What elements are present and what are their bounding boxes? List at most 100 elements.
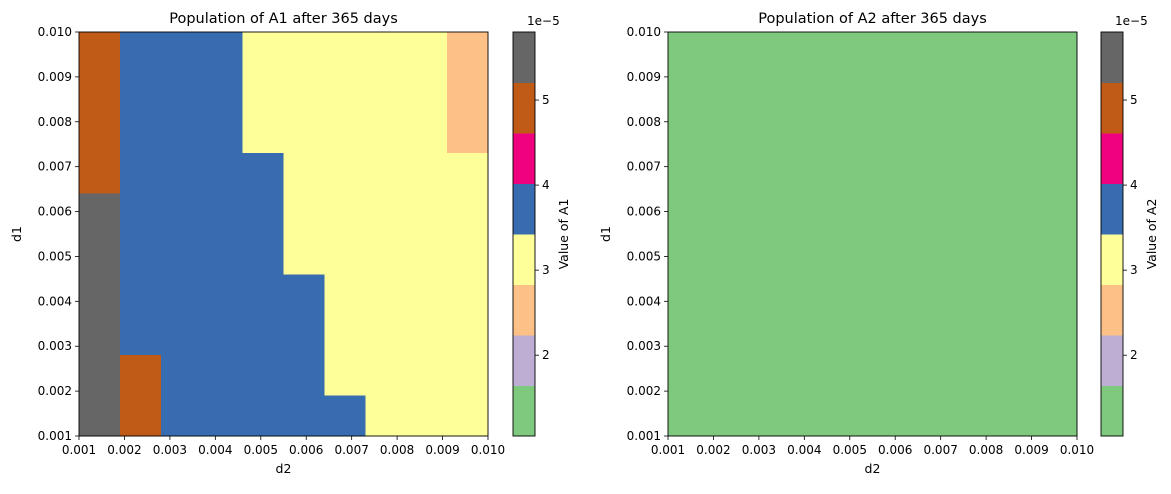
heatmap-cell (406, 355, 448, 397)
heatmap-cell (749, 193, 792, 235)
heatmap-cell (668, 153, 710, 195)
heatmap-cell (708, 395, 751, 437)
heatmap-cell (872, 153, 914, 195)
y-tick-label: 0.009 (627, 70, 661, 84)
heatmap-cell (160, 314, 203, 356)
heatmap-cell (79, 153, 121, 195)
heatmap-cell (995, 72, 1037, 114)
x-tick-label: 0.007 (334, 443, 368, 457)
heatmap-cell (119, 193, 162, 235)
heatmap-cell (406, 32, 448, 73)
heatmap-cell (365, 72, 407, 114)
heatmap-cell (913, 32, 955, 73)
colorbar-segment (513, 234, 535, 286)
heatmap-cell (365, 193, 407, 235)
heatmap-cell (954, 314, 996, 356)
heatmap-cell (749, 314, 792, 356)
heatmap-cell (119, 112, 162, 154)
x-tick-label: 0.002 (696, 443, 730, 457)
x-axis-label: d2 (276, 461, 292, 476)
colorbar-tick-label: 5 (1130, 93, 1138, 107)
heatmap-cell (447, 274, 489, 316)
heatmap-cell (365, 355, 407, 397)
colorbar-tick-label: 2 (542, 348, 550, 362)
x-tick-label: 0.008 (380, 443, 414, 457)
heatmap-cell (668, 72, 710, 114)
heatmap-cell (872, 274, 914, 316)
heatmap-cell (119, 234, 162, 275)
x-tick-label: 0.010 (471, 443, 505, 457)
heatmap-cell (324, 72, 366, 114)
x-tick-label: 0.009 (1014, 443, 1048, 457)
colorbar-frame (1100, 31, 1124, 437)
heatmap-cell (283, 274, 325, 316)
heatmap-cell (283, 193, 325, 235)
heatmap-cell (119, 153, 162, 195)
heatmap-cell (1036, 274, 1078, 316)
y-tick-label: 0.005 (38, 249, 72, 263)
heatmap-cell (749, 355, 792, 397)
heatmap-cell (872, 234, 914, 275)
heatmap-cell (831, 72, 874, 114)
heatmap-cell (668, 193, 710, 235)
heatmap-cell (954, 112, 996, 154)
heatmap-cell (242, 153, 285, 195)
heatmap-cell (872, 112, 914, 154)
colorbar-segment (1101, 82, 1123, 134)
heatmap-cell (913, 112, 955, 154)
heatmap-cell (119, 314, 162, 356)
colorbar-frame (512, 31, 536, 437)
heatmap-cell (201, 395, 244, 437)
heatmap-cell (668, 112, 710, 154)
y-tick-label: 0.003 (627, 339, 661, 353)
colorbar-tick-label: 4 (1130, 178, 1138, 192)
colorbar-label: Value of A2 (1144, 199, 1159, 270)
heatmap-cell (201, 72, 244, 114)
heatmap-cell (1036, 72, 1078, 114)
heatmap-cell (668, 314, 710, 356)
heatmap-cell (708, 32, 751, 73)
heatmap-cell (447, 193, 489, 235)
heatmap-cell (201, 234, 244, 275)
heatmap-cell (119, 72, 162, 114)
heatmap-cell (242, 355, 285, 397)
heatmap-cell (365, 153, 407, 195)
colorbar-segment (1101, 234, 1123, 286)
x-tick-label: 0.009 (425, 443, 459, 457)
heatmap-cell (201, 314, 244, 356)
heatmap-cell (831, 234, 874, 275)
heatmap-cell (79, 193, 121, 235)
heatmap-cell (668, 395, 710, 437)
colorbar-tick-label: 3 (1130, 263, 1138, 277)
heatmap-cell (201, 112, 244, 154)
y-tick-label: 0.002 (627, 384, 661, 398)
heatmap-cell (447, 32, 489, 73)
heatmap-cell (831, 32, 874, 73)
y-tick-label: 0.004 (627, 294, 661, 308)
heatmap-cell (324, 112, 366, 154)
x-tick-label: 0.002 (107, 443, 141, 457)
heatmap-cell (324, 234, 366, 275)
colorbar-segment (1101, 32, 1123, 84)
heatmap-cell (749, 274, 792, 316)
heatmap-cell (406, 153, 448, 195)
heatmap-cell (324, 32, 366, 73)
heatmap-cell (242, 274, 285, 316)
heatmap-cell (160, 193, 203, 235)
heatmap-cell (831, 355, 874, 397)
heatmap-cell (324, 355, 366, 397)
heatmap-cell (447, 112, 489, 154)
x-tick-label: 0.007 (923, 443, 957, 457)
heatmap-cell (913, 72, 955, 114)
heatmap-cell (708, 193, 751, 235)
y-axis-label: d1 (9, 226, 24, 242)
colorbar-segment (1101, 133, 1123, 185)
heatmap-cell (790, 395, 833, 437)
heatmap-cell (242, 314, 285, 356)
y-tick-label: 0.008 (627, 115, 661, 129)
heatmap-cell (201, 32, 244, 73)
heatmap-cell (119, 355, 162, 397)
heatmap-cell (119, 274, 162, 316)
colorbar-segment (1101, 284, 1123, 336)
x-tick-label: 0.003 (153, 443, 187, 457)
